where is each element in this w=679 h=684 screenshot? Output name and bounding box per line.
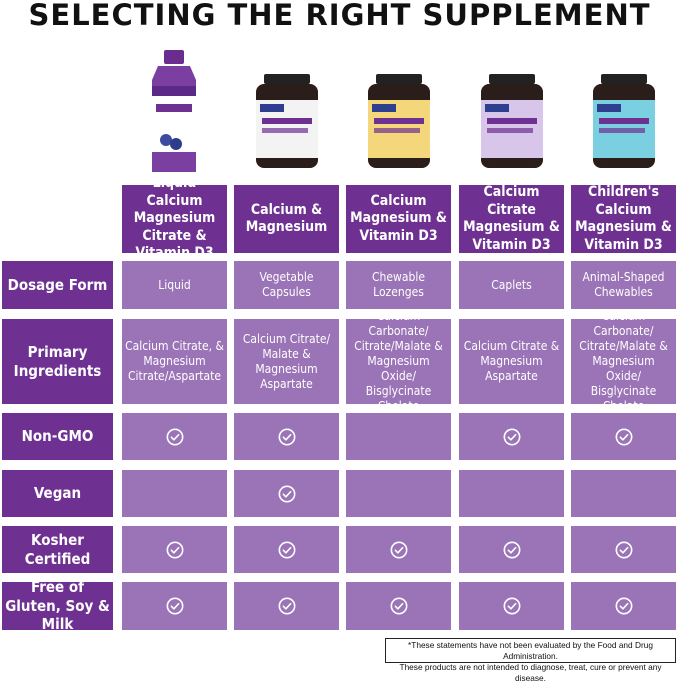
row-label: Free of Gluten, Soy & Milk xyxy=(2,578,113,633)
cell-text: Liquid Calcium Magnesium Citrate & Vitam… xyxy=(133,175,216,262)
check-cell xyxy=(346,526,451,573)
cell-text: Calcium Citrate & Magnesium Aspartate xyxy=(463,339,560,383)
check-cell xyxy=(234,526,339,573)
product-bottle-image xyxy=(122,48,227,178)
row-label: Kosher Certified xyxy=(2,526,113,573)
check-cell xyxy=(234,470,339,517)
circle-check-icon xyxy=(615,597,633,615)
circle-check-icon xyxy=(278,428,296,446)
product-header: Calcium Magnesium & Vitamin D3 xyxy=(346,185,451,253)
disclaimer-line-2: These products are not intended to diagn… xyxy=(399,662,662,683)
product-bottle-image xyxy=(234,48,339,178)
check-cell xyxy=(459,526,564,573)
row-label: Vegan xyxy=(2,470,113,517)
row-label: Primary Ingredients xyxy=(2,319,113,404)
value-cell: Animal-Shaped Chewables xyxy=(571,261,676,309)
check-cell xyxy=(459,582,564,630)
cell-text: Calcium Magnesium & Vitamin D3 xyxy=(350,192,447,244)
cell-text: Vegan xyxy=(33,484,82,503)
circle-check-icon xyxy=(615,541,633,559)
product-header: Calcium & Magnesium xyxy=(234,185,339,253)
product-header: Calcium Citrate Magnesium & Vitamin D3 xyxy=(459,184,564,253)
circle-check-icon xyxy=(390,541,408,559)
check-cell xyxy=(459,413,564,460)
check-cell xyxy=(571,582,676,630)
circle-check-icon xyxy=(503,428,521,446)
cell-text: Dosage Form xyxy=(7,275,108,294)
cell-text: Free of Gluten, Soy & Milk xyxy=(5,577,110,634)
value-cell: Calcium Citrate & Magnesium Aspartate xyxy=(459,319,564,404)
cell-text: Children's Calcium Magnesium & Vitamin D… xyxy=(575,184,672,253)
product-header: Liquid Calcium Magnesium Citrate & Vitam… xyxy=(122,175,227,261)
check-cell xyxy=(122,470,227,517)
disclaimer-line-1: *These statements have not been evaluate… xyxy=(408,640,653,661)
check-cell xyxy=(122,413,227,460)
cell-text: Non-GMO xyxy=(21,427,94,446)
cell-text: Chewable Lozenges xyxy=(372,270,425,299)
check-cell xyxy=(346,470,451,517)
value-cell: Calcium Citrate, & Magnesium Citrate/Asp… xyxy=(122,319,227,404)
circle-check-icon xyxy=(615,428,633,446)
check-cell xyxy=(571,470,676,517)
circle-check-icon xyxy=(166,428,184,446)
cell-text: Calcium & Magnesium xyxy=(245,201,328,236)
cell-text: Kosher Certified xyxy=(24,530,91,568)
circle-check-icon xyxy=(166,541,184,559)
cell-text: Vegetable Capsules xyxy=(259,270,314,299)
check-cell xyxy=(122,526,227,573)
fda-disclaimer: *These statements have not been evaluate… xyxy=(385,638,676,683)
check-cell xyxy=(346,413,451,460)
circle-check-icon xyxy=(166,597,184,615)
value-cell: Calcium Carbonate/ Citrate/Malate & Magn… xyxy=(346,309,451,413)
cell-text: Calcium Carbonate/ Citrate/Malate & Magn… xyxy=(579,309,668,413)
cell-text: Calcium Citrate, & Magnesium Citrate/Asp… xyxy=(125,339,224,383)
circle-check-icon xyxy=(278,597,296,615)
circle-check-icon xyxy=(278,485,296,503)
check-cell xyxy=(571,413,676,460)
value-cell: Caplets xyxy=(459,261,564,309)
row-label: Dosage Form xyxy=(2,261,113,309)
check-cell xyxy=(459,470,564,517)
product-bottle-image xyxy=(346,48,451,178)
circle-check-icon xyxy=(503,541,521,559)
cell-text: Caplets xyxy=(491,277,532,292)
cell-text: Calcium Carbonate/ Citrate/Malate & Magn… xyxy=(354,309,443,413)
product-bottle-image xyxy=(571,48,676,178)
cell-text: Animal-Shaped Chewables xyxy=(582,270,665,299)
cell-text: Primary Ingredients xyxy=(13,342,102,380)
row-label: Non-GMO xyxy=(2,413,113,460)
page-title: SELECTING THE RIGHT SUPPLEMENT xyxy=(28,0,651,32)
check-cell xyxy=(346,582,451,630)
product-bottle-image xyxy=(459,48,564,178)
check-cell xyxy=(234,582,339,630)
circle-check-icon xyxy=(390,597,408,615)
value-cell: Calcium Citrate/ Malate & Magnesium Aspa… xyxy=(234,319,339,404)
value-cell: Calcium Carbonate/ Citrate/Malate & Magn… xyxy=(571,309,676,413)
cell-text: Calcium Citrate Magnesium & Vitamin D3 xyxy=(463,184,560,253)
circle-check-icon xyxy=(503,597,521,615)
cell-text: Calcium Citrate/ Malate & Magnesium Aspa… xyxy=(242,331,331,391)
value-cell: Chewable Lozenges xyxy=(346,261,451,309)
value-cell: Vegetable Capsules xyxy=(234,261,339,309)
product-header: Children's Calcium Magnesium & Vitamin D… xyxy=(571,184,676,253)
cell-text: Liquid xyxy=(158,277,191,292)
check-cell xyxy=(122,582,227,630)
circle-check-icon xyxy=(278,541,296,559)
check-cell xyxy=(234,413,339,460)
check-cell xyxy=(571,526,676,573)
value-cell: Liquid xyxy=(122,261,227,309)
